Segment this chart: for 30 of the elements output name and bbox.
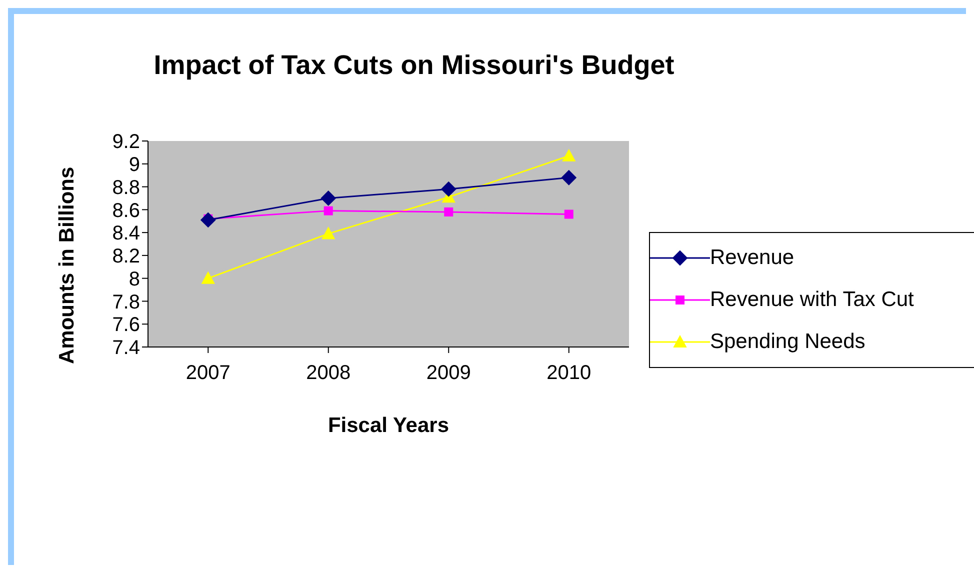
y-tick-label: 8.8 [112,176,140,199]
point [562,149,576,162]
point [564,210,574,219]
y-tick-label: 8 [128,268,140,290]
y-tick-label: 7.4 [112,337,140,360]
y-tick-label: 8.2 [112,246,140,268]
point [200,212,216,228]
point [322,227,335,240]
y-tick-label: 7.8 [112,291,140,314]
point [320,190,336,206]
y-tick-label: 8.4 [112,222,140,245]
legend-label: Revenue with Tax Cut [710,288,914,312]
y-tick-label: 8.6 [112,200,140,222]
legend-label: Spending Needs [710,330,866,354]
point [444,207,454,216]
chart-title: Impact of Tax Cuts on Missouri's Budget [152,50,676,81]
x-tick-label: 2007 [186,362,230,384]
x-axis-title: Fiscal Years [328,414,450,437]
y-tick-label: 9 [128,154,140,176]
point [202,272,215,284]
y-tick-label: 9.2 [112,131,140,154]
point [324,206,333,216]
x-tick-label: 2009 [426,362,471,384]
point [441,182,456,197]
legend-label: Revenue [710,246,794,270]
y-axis-title: Amounts in Billions [55,166,78,364]
x-tick-label: 2008 [306,362,351,384]
point [561,170,576,186]
x-tick-label: 2010 [546,362,592,384]
y-tick-label: 7.6 [112,314,140,336]
